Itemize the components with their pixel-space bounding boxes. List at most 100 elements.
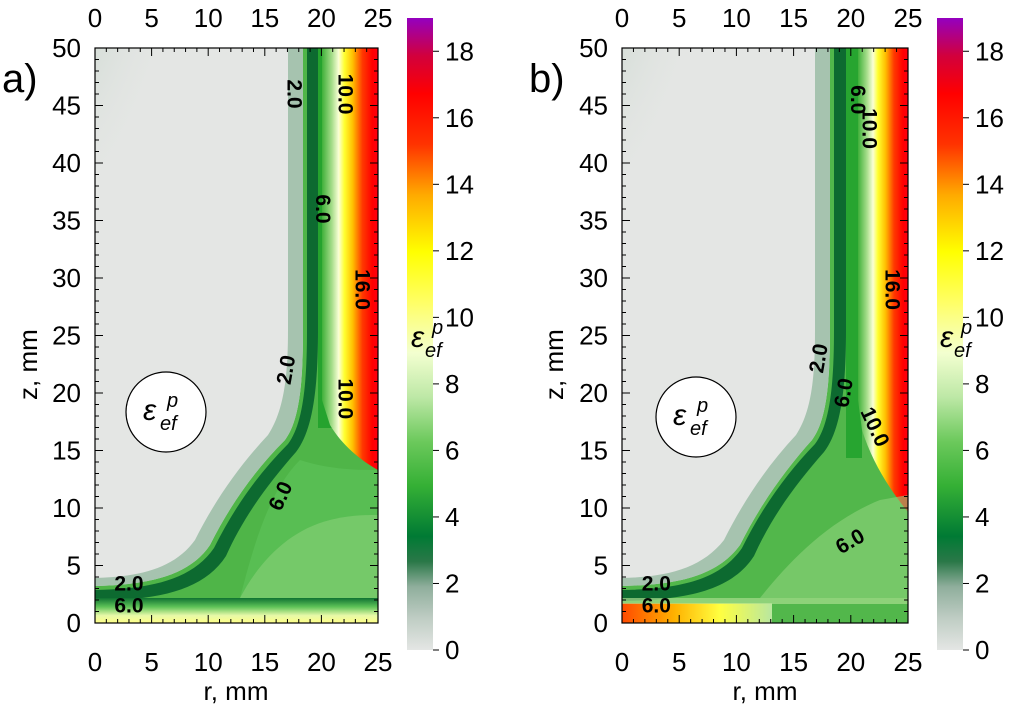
contour-label: 2.0 [114,573,143,596]
colorbar-tick-label: 16 [975,103,1004,133]
contour-label: 6.0 [114,594,143,617]
contour-label: 2.0 [805,342,833,375]
colorbar-tick-label: 2 [975,568,989,598]
x-tick-label-bottom: 20 [836,647,865,677]
svg-text:ef: ef [690,418,709,440]
contour-label: 16.0 [880,269,903,310]
y-tick-label: 0 [67,608,81,638]
inset-label-b: ε ef p [655,376,737,458]
colorbar-tick-label: 8 [975,369,989,399]
colorbar-tick-label: 18 [975,36,1004,66]
contour-label: 10.0 [857,108,880,149]
panel-label-a: a) [2,57,38,101]
colorbar-tick-label: 12 [975,236,1004,266]
x-tick-label-top: 20 [307,3,336,33]
svg-text:p: p [696,395,708,417]
contour-label: 6.0 [311,194,334,223]
colorbar-tick-label: 0 [975,635,989,665]
y-tick-label: 25 [579,321,608,351]
x-tick-label-bottom: 20 [307,647,336,677]
svg-text:ε: ε [940,321,954,354]
x-tick-label-top: 0 [615,3,629,33]
x-tick-label-bottom: 0 [615,647,629,677]
colorbar-label-b: ε ef p [940,317,973,362]
heatmap-field-a [95,48,378,623]
x-axis-title-b: r, mm [733,676,798,706]
colorbar-label-a: ε ef p [411,317,444,362]
y-tick-label: 30 [579,263,608,293]
svg-text:ε: ε [143,394,157,427]
inset-label-a: ε ef p [125,371,207,453]
x-tick-label-bottom: 25 [894,647,923,677]
y-tick-label: 50 [579,33,608,63]
y-tick-label: 45 [52,91,81,121]
x-tick-label-top: 5 [672,3,686,33]
y-tick-label: 45 [579,91,608,121]
x-tick-label-bottom: 15 [250,647,279,677]
x-tick-label-top: 0 [88,3,102,33]
y-tick-label: 35 [52,206,81,236]
colorbar-tick-label: 0 [445,635,459,665]
colorbar-b [937,18,963,650]
svg-text:ef: ef [425,340,444,362]
x-axis-title-a: r, mm [204,676,269,706]
x-tick-label-bottom: 25 [364,647,393,677]
svg-text:ef: ef [160,413,179,435]
svg-text:p: p [166,390,178,412]
svg-text:ε: ε [673,399,687,432]
y-tick-label: 5 [594,551,608,581]
y-tick-label: 10 [579,493,608,523]
x-tick-label-top: 25 [894,3,923,33]
svg-text:ε: ε [411,321,425,354]
colorbar-ticks-a: 0 2 4 6 8 10 12 14 16 18 [433,36,474,665]
x-tick-label-top: 20 [836,3,865,33]
colorbar-tick-label: 4 [445,502,459,532]
y-tick-label: 35 [579,206,608,236]
y-tick-label: 40 [579,148,608,178]
colorbar-tick-label: 14 [975,169,1004,199]
y-axis-title-a: z, mm [13,329,43,400]
colorbar-tick-label: 12 [445,236,474,266]
x-tick-label-top: 15 [779,3,808,33]
colorbar-tick-label: 6 [975,435,989,465]
y-tick-label: 50 [52,33,81,63]
colorbar-ticks-b: 0 2 4 6 8 10 12 14 16 18 [963,36,1004,665]
colorbar-tick-label: 16 [445,103,474,133]
contour-label: 6.0 [846,85,869,114]
y-tick-label: 25 [52,321,81,351]
contour-label: 16.0 [350,269,373,310]
y-tick-label: 15 [579,436,608,466]
contour-label: 6.0 [642,594,671,617]
svg-text:ef: ef [954,340,973,362]
colorbar-tick-label: 2 [445,568,459,598]
contour-label: 2.0 [273,353,301,386]
panel-label-b: b) [529,57,565,101]
y-tick-label: 15 [52,436,81,466]
svg-text:p: p [960,317,972,339]
y-tick-label: 40 [52,148,81,178]
y-tick-label: 5 [67,551,81,581]
contour-label: 10.0 [333,378,356,419]
contour-label: 2.0 [283,79,306,108]
y-tick-label: 20 [52,378,81,408]
contour-label: 2.0 [642,573,671,596]
x-tick-label-bottom: 15 [779,647,808,677]
svg-text:p: p [431,317,443,339]
x-tick-label-bottom: 10 [722,647,751,677]
x-tick-label-top: 10 [722,3,751,33]
x-tick-label-bottom: 5 [672,647,686,677]
colorbar-tick-label: 14 [445,169,474,199]
x-tick-label-top: 10 [194,3,223,33]
colorbar-tick-label: 18 [445,36,474,66]
heatmap-field-b [622,48,908,623]
x-tick-label-top: 25 [364,3,393,33]
y-axis-title-b: z, mm [539,329,569,400]
colorbar-tick-label: 4 [975,502,989,532]
y-tick-label: 20 [579,378,608,408]
y-tick-label: 30 [52,263,81,293]
y-tick-label: 10 [52,493,81,523]
colorbar-tick-label: 10 [975,302,1004,332]
x-tick-label-bottom: 5 [144,647,158,677]
